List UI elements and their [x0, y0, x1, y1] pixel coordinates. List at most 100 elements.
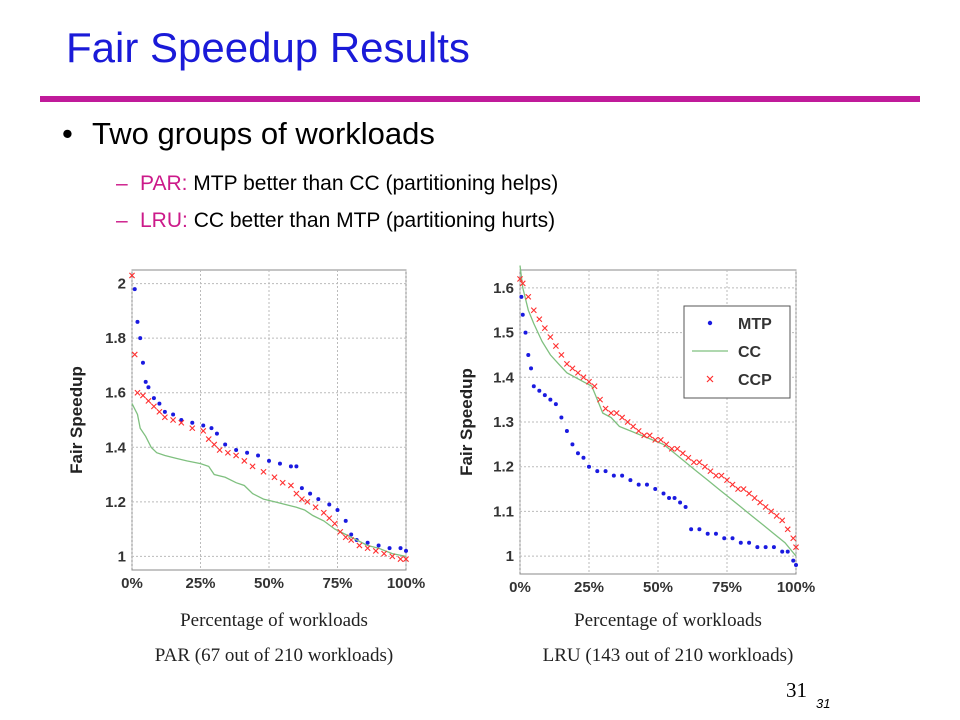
- data-point: [657, 436, 664, 443]
- data-point: [718, 472, 725, 479]
- data-point: [603, 469, 608, 474]
- y-tick-label: 1.8: [105, 330, 126, 347]
- data-point: [233, 452, 240, 459]
- data-point: [779, 517, 786, 524]
- data-point: [135, 319, 140, 324]
- data-point: [548, 397, 553, 402]
- data-point: [661, 491, 666, 496]
- data-point: [683, 504, 688, 509]
- data-point: [791, 558, 796, 563]
- data-point: [652, 436, 659, 443]
- series-mtp: [132, 287, 408, 553]
- data-point: [404, 548, 408, 553]
- x-tick-label: 25%: [574, 579, 604, 596]
- data-point: [287, 482, 294, 489]
- data-point: [701, 463, 708, 470]
- data-point: [397, 556, 404, 563]
- data-point: [143, 379, 148, 384]
- data-point: [619, 414, 626, 421]
- data-point: [653, 487, 658, 492]
- data-point: [337, 528, 344, 535]
- data-point: [558, 351, 565, 358]
- data-point: [757, 499, 764, 506]
- data-point: [279, 479, 286, 486]
- data-point: [146, 385, 151, 390]
- x-tick-label: 50%: [643, 579, 673, 596]
- data-point: [613, 410, 620, 417]
- data-point: [747, 540, 752, 545]
- y-tick-label: 1.6: [105, 385, 126, 402]
- data-point: [790, 535, 797, 542]
- data-point: [277, 461, 282, 466]
- sub-text: CC better than MTP (partitioning hurts): [187, 209, 556, 232]
- data-point: [245, 450, 250, 455]
- data-point: [763, 545, 768, 550]
- x-tick-label: 50%: [254, 575, 284, 592]
- y-tick-label: 1.1: [493, 503, 514, 520]
- data-point: [646, 432, 653, 439]
- data-point: [780, 549, 785, 554]
- data-point: [209, 426, 214, 431]
- data-point: [672, 496, 677, 500]
- data-point: [591, 383, 598, 390]
- data-point: [559, 415, 564, 420]
- data-point: [697, 527, 702, 532]
- data-point: [570, 442, 575, 447]
- data-point: [156, 408, 163, 415]
- data-point: [162, 409, 167, 414]
- sub-dash: –: [116, 172, 128, 195]
- x-tick-label: 0%: [121, 575, 143, 592]
- data-point: [689, 527, 694, 532]
- data-point: [256, 453, 261, 458]
- data-point: [151, 396, 156, 401]
- data-point: [389, 553, 396, 560]
- series-ccp: [129, 272, 409, 563]
- series-mtp: [519, 294, 798, 568]
- data-point: [299, 486, 304, 491]
- data-point: [190, 420, 195, 425]
- data-point: [520, 312, 525, 317]
- data-point: [365, 540, 370, 545]
- data-point: [793, 544, 799, 551]
- data-point: [602, 405, 609, 412]
- data-point: [690, 459, 697, 466]
- x-tick-label: 75%: [712, 579, 742, 596]
- data-point: [211, 441, 218, 448]
- data-point: [178, 419, 185, 426]
- sub-bullet-par: – PAR: MTP better than CC (partitioning h…: [116, 172, 558, 196]
- data-point: [541, 325, 548, 332]
- data-point: [343, 518, 348, 523]
- data-point: [517, 275, 523, 282]
- data-point: [531, 384, 536, 389]
- y-tick-label: 1: [118, 548, 126, 565]
- sub-bullet-lru: – LRU: CC better than MTP (partitioning h…: [116, 209, 555, 233]
- data-point: [729, 481, 736, 488]
- data-point: [668, 445, 675, 452]
- data-point: [542, 393, 547, 398]
- series-line: [519, 265, 797, 557]
- data-point: [376, 543, 381, 548]
- data-point: [387, 546, 392, 551]
- data-point: [139, 392, 146, 399]
- x-tick-label: 25%: [185, 575, 215, 592]
- y-tick-label: 1.3: [493, 414, 514, 431]
- data-point: [316, 497, 321, 502]
- series-ccp: [517, 275, 799, 551]
- data-point: [201, 423, 206, 428]
- data-point: [157, 401, 162, 406]
- data-point: [768, 508, 775, 515]
- page-number-small: 31: [816, 696, 831, 711]
- data-point: [331, 520, 338, 527]
- data-point: [138, 336, 143, 341]
- data-point: [327, 502, 332, 507]
- data-point: [755, 545, 760, 550]
- y-tick-label: 1.4: [493, 369, 515, 386]
- data-point: [140, 360, 145, 365]
- data-point: [784, 526, 791, 533]
- data-point: [696, 459, 703, 466]
- data-point: [170, 417, 177, 423]
- data-point: [712, 472, 719, 479]
- data-point: [575, 451, 580, 456]
- data-point: [563, 360, 570, 367]
- data-point: [293, 490, 300, 497]
